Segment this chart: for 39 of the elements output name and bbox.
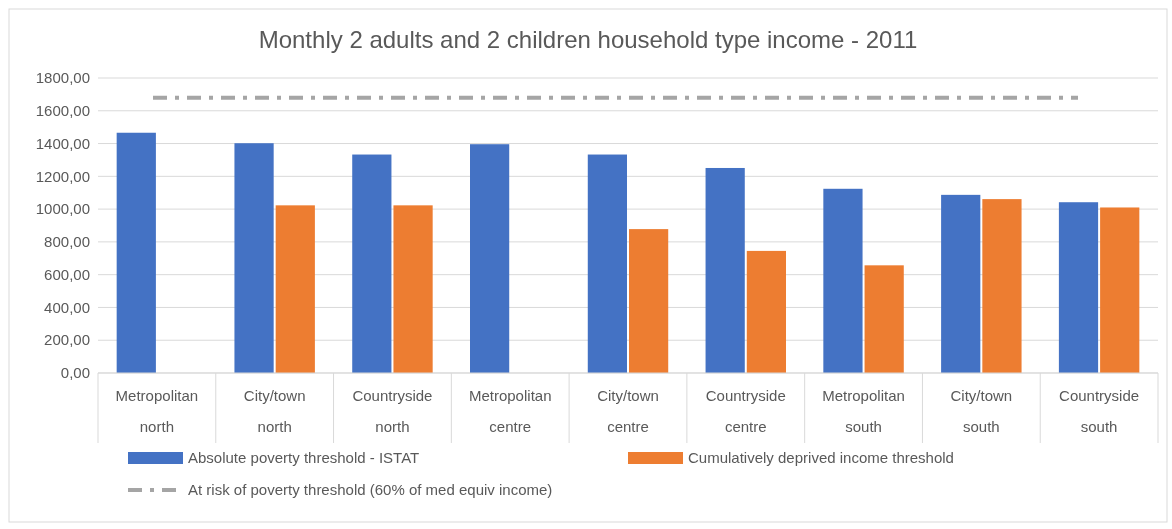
x-tick-label: Countryside north (352, 387, 433, 435)
legend-label: At risk of poverty threshold (60% of med equiv income) (188, 481, 553, 499)
y-tick-label: 1400,00 (35, 134, 90, 152)
bar (587, 154, 627, 373)
bar (705, 167, 745, 373)
x-tick-label: Metropolitan centre (468, 387, 552, 435)
y-tick-label: 200,00 (44, 331, 90, 349)
x-tick-label: Countryside centre (705, 387, 786, 435)
legend-label: Absolute poverty threshold - ISTAT (188, 449, 420, 467)
y-tick-label: 1000,00 (35, 200, 90, 218)
bar (1058, 202, 1099, 373)
x-tick-label: City/town south (950, 387, 1013, 435)
bar (234, 143, 274, 373)
bar (1100, 207, 1140, 373)
legend-label: Cumulatively deprived income threshold (688, 449, 954, 467)
x-tick-label: City/town centre (597, 387, 659, 435)
bar (864, 265, 904, 373)
chart-title: Monthly 2 adults and 2 children household type income - 2011 (258, 26, 918, 53)
bar (823, 188, 863, 373)
bar (470, 144, 510, 373)
bar (393, 205, 433, 373)
bar (746, 250, 786, 373)
y-tick-label: 1800,00 (35, 69, 90, 87)
bar (941, 194, 981, 373)
bar (116, 132, 156, 373)
x-tick-label: Countryside south (1059, 387, 1140, 435)
bar (275, 205, 315, 373)
y-tick-label: 1200,00 (35, 167, 90, 185)
y-tick-label: 400,00 (44, 298, 90, 316)
bar (982, 199, 1022, 373)
x-tick-label: Metropolitan south (822, 387, 905, 435)
bar (352, 154, 392, 373)
y-tick-label: 800,00 (44, 233, 90, 251)
x-tick-label: City/town north (243, 387, 306, 435)
y-tick-label: 0,00 (60, 364, 90, 382)
y-tick-label: 1600,00 (35, 102, 90, 120)
y-tick-label: 600,00 (44, 265, 90, 283)
bar (629, 229, 669, 373)
x-tick-label: Metropolitan north (115, 387, 199, 435)
